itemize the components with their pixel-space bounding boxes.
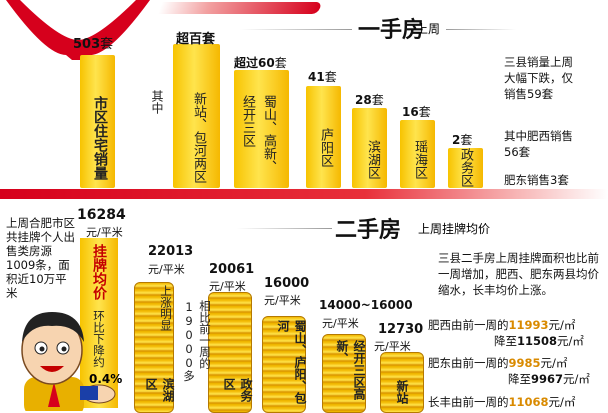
col-unit-3: 元/平米 <box>322 317 359 330</box>
main-change: 环比下降约 <box>92 310 106 368</box>
col-unit-4: 元/平米 <box>374 340 411 353</box>
feixi-label: 肥西由前一周的 <box>428 318 509 332</box>
mascot-figure-icon <box>21 312 116 411</box>
coin-stack-jingkai <box>322 334 366 413</box>
main-unit: 元/平米 <box>86 226 123 239</box>
qizhong-label: 其中 <box>150 90 164 114</box>
coin-stack-shushan <box>262 316 306 413</box>
section-divider <box>0 189 608 199</box>
up-note: 上涨明显 <box>159 285 173 331</box>
top-title: 一手房 <box>358 18 425 43</box>
bar-label-2a: 经开三区 <box>240 95 255 147</box>
bar-value-1: 超百套 <box>176 32 216 47</box>
feixi-unit-2: 元/㎡ <box>557 334 584 348</box>
coin-stack-zhengwu <box>208 292 252 413</box>
intro-text: 上周合肥市区共挂牌个人出售类房源1009条，面积近10万平米 <box>6 216 75 300</box>
changfeng-from: 11068 <box>508 395 549 409</box>
bar-value-0: 503套 <box>73 37 114 52</box>
bar-luyang <box>306 86 341 188</box>
changfeng-unit: 元/㎡ <box>548 395 576 409</box>
main-bar <box>80 238 118 408</box>
top-note-3: 肥东销售3套 <box>504 173 569 187</box>
col-label-1: 政务区 <box>222 378 253 402</box>
bar-yaohai <box>400 120 435 188</box>
feidong-unit: 元/㎡ <box>540 356 568 370</box>
top-title-line <box>240 29 352 30</box>
col-value-3: 14000~16000 <box>319 298 413 312</box>
coin-stack-xinzhan <box>380 352 424 413</box>
bar-label-5: 瑶海区 <box>412 140 427 179</box>
red-emblem-icon <box>6 0 150 60</box>
bar-label-4: 滨湖区 <box>365 140 380 179</box>
bar-label-2b: 蜀山、高新、 <box>261 95 276 173</box>
feixi-from: 11993 <box>508 318 549 332</box>
red-streak <box>157 2 323 14</box>
feixi-down: 降至 <box>494 334 517 348</box>
bar-value-2: 超过60套 <box>234 56 287 70</box>
top-note-2: 其中肥西销售56套 <box>504 129 573 159</box>
bar-value-4: 28套 <box>355 93 384 107</box>
bar-city-total <box>80 55 115 188</box>
bar-value-3: 41套 <box>308 70 337 84</box>
bar-label-6: 政务区 <box>458 148 473 187</box>
main-pct: 0.4% <box>89 372 123 386</box>
col-label-3: 经开三区高新、 <box>335 340 366 400</box>
main-label: 挂牌均价 <box>91 244 107 300</box>
bar-label-1: 新站、包河两区 <box>191 92 206 183</box>
col-value-2: 16000 <box>264 276 310 291</box>
col-label-4: 新站 <box>395 380 409 404</box>
feidong-unit-2: 元/㎡ <box>563 372 590 386</box>
feidong-to: 9967 <box>531 372 564 386</box>
feixi-to: 11508 <box>517 334 558 348</box>
col-value-0: 22013 <box>148 244 194 259</box>
top-subtitle: 上周 <box>416 22 441 36</box>
col-unit-1: 元/平米 <box>209 280 246 293</box>
feidong-from: 9985 <box>508 356 541 370</box>
feidong-row: 肥东由前一周的9985元/㎡ <box>428 355 567 371</box>
feidong-row-2: 降至9967元/㎡ <box>508 371 590 387</box>
col-label-0: 滨湖区 <box>144 378 175 402</box>
bottom-title-line <box>237 228 332 229</box>
bottom-title: 二手房 <box>335 218 402 243</box>
county-paragraph: 三县二手房上周挂牌面积也比前一周增加，肥西、肥东两县均价缩水，长丰均价上涨。 <box>438 251 599 297</box>
bar-xinzhan-baohe <box>173 44 220 188</box>
col-unit-2: 元/平米 <box>264 294 301 307</box>
bar-jingkai <box>234 70 289 188</box>
bar-label-3: 庐阳区 <box>318 128 333 167</box>
feidong-down: 降至 <box>508 372 531 386</box>
feixi-row: 肥西由前一周的11993元/㎡ <box>428 317 575 333</box>
coin-stack-binhu <box>134 282 174 413</box>
bar-binhu <box>352 108 387 188</box>
feixi-row-2: 降至11508元/㎡ <box>494 333 584 349</box>
top-note-1: 三县销量上周大幅下跌，仅销售59套 <box>504 55 573 101</box>
prev-note: 相比前一周的19000多 <box>182 300 212 382</box>
bottom-subtitle: 上周挂牌均价 <box>418 222 491 236</box>
changfeng-row: 长丰由前一周的11068元/㎡ <box>428 394 575 410</box>
col-value-1: 20061 <box>209 262 255 277</box>
col-unit-0: 元/平米 <box>148 263 185 276</box>
changfeng-label: 长丰由前一周的 <box>428 395 509 409</box>
col-value-4: 12730 <box>378 322 424 337</box>
feixi-unit: 元/㎡ <box>548 318 576 332</box>
main-value: 16284 <box>77 207 126 223</box>
col-label-2: 蜀山、庐阳、包河 <box>276 320 307 404</box>
feidong-label: 肥东由前一周的 <box>428 356 509 370</box>
bar-zhengwu <box>448 148 483 188</box>
top-title-line-right <box>446 29 516 30</box>
bar-value-6: 2套 <box>452 133 473 147</box>
bar-label-0: 市区住宅销量 <box>92 96 108 180</box>
bar-value-5: 16套 <box>402 105 431 119</box>
